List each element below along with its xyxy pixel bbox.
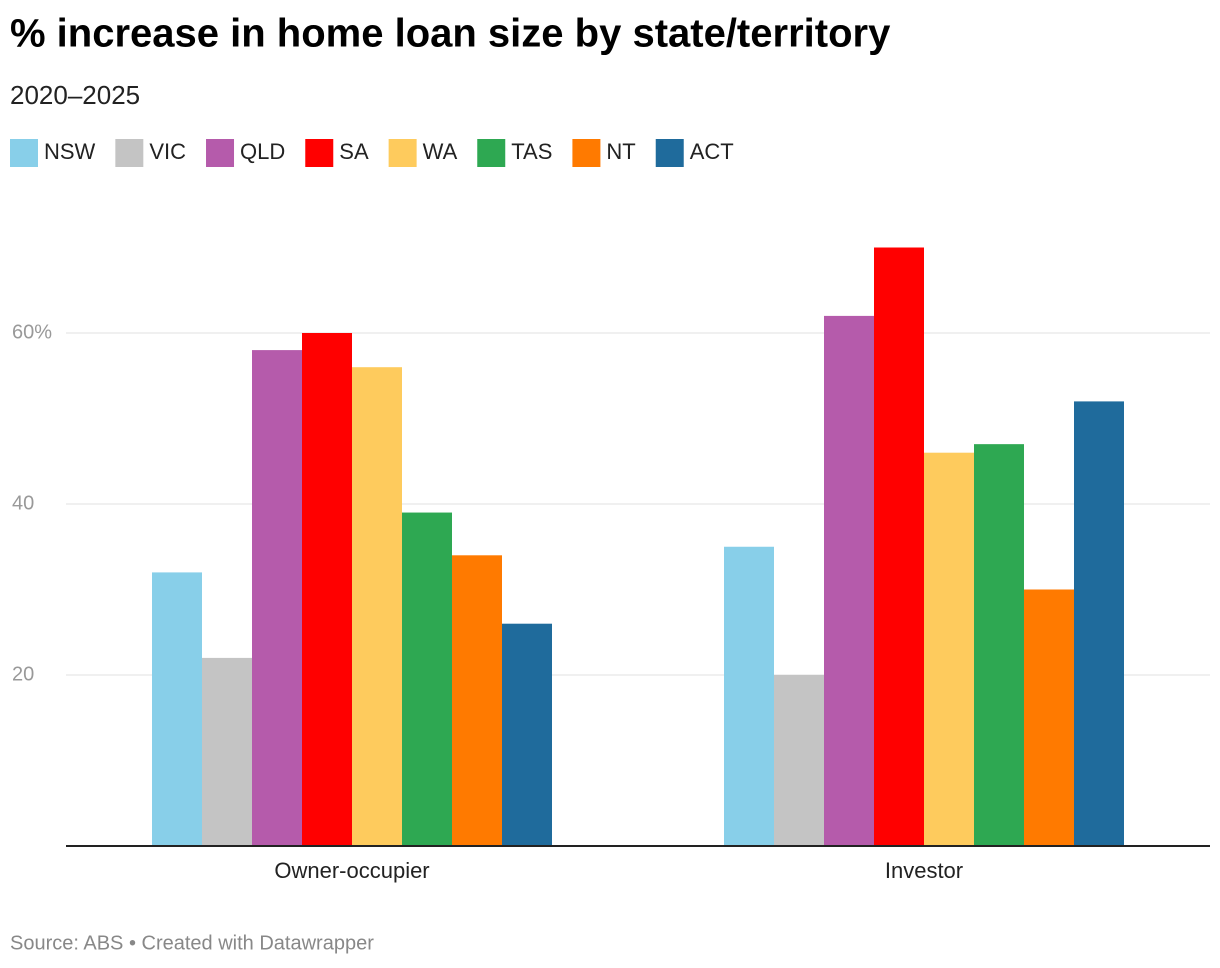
chart-subtitle: 2020–2025 [10,80,140,110]
bar [452,555,502,846]
bar [724,546,774,846]
legend-label: WA [423,139,458,164]
bar [302,333,352,846]
bar [202,657,252,846]
legend-label: QLD [240,139,285,164]
bar [152,572,202,846]
bar [502,623,552,846]
y-tick-label: 20 [12,663,34,685]
legend-swatch [115,139,144,167]
legend-label: SA [339,139,369,164]
bar [874,247,924,846]
bar [924,452,974,846]
bar [1024,589,1074,846]
y-tick-label: 40 [12,492,34,514]
legend-swatch [305,139,334,167]
legend-label: NT [606,139,635,164]
legend-swatch [10,139,38,167]
legend-label: TAS [511,139,552,164]
legend-label: VIC [149,139,186,164]
legend-swatch [388,139,417,167]
source-note: Source: ABS • Created with Datawrapper [10,932,374,954]
bar [402,512,452,846]
y-tick-label: 60% [12,321,52,343]
legend-label: ACT [690,139,734,164]
legend-swatch [655,139,684,167]
legend-swatch [477,139,506,167]
x-tick-label: Investor [885,858,963,883]
legend-swatch [572,139,601,167]
chart-title: % increase in home loan size by state/te… [10,12,891,56]
bar [352,367,402,846]
bar [974,444,1024,846]
x-tick-label: Owner-occupier [274,858,429,883]
legend-swatch [206,139,235,167]
bar [1074,401,1124,846]
bar [774,675,824,846]
bar [252,350,302,846]
legend-label: NSW [44,139,96,164]
bar [824,315,874,846]
